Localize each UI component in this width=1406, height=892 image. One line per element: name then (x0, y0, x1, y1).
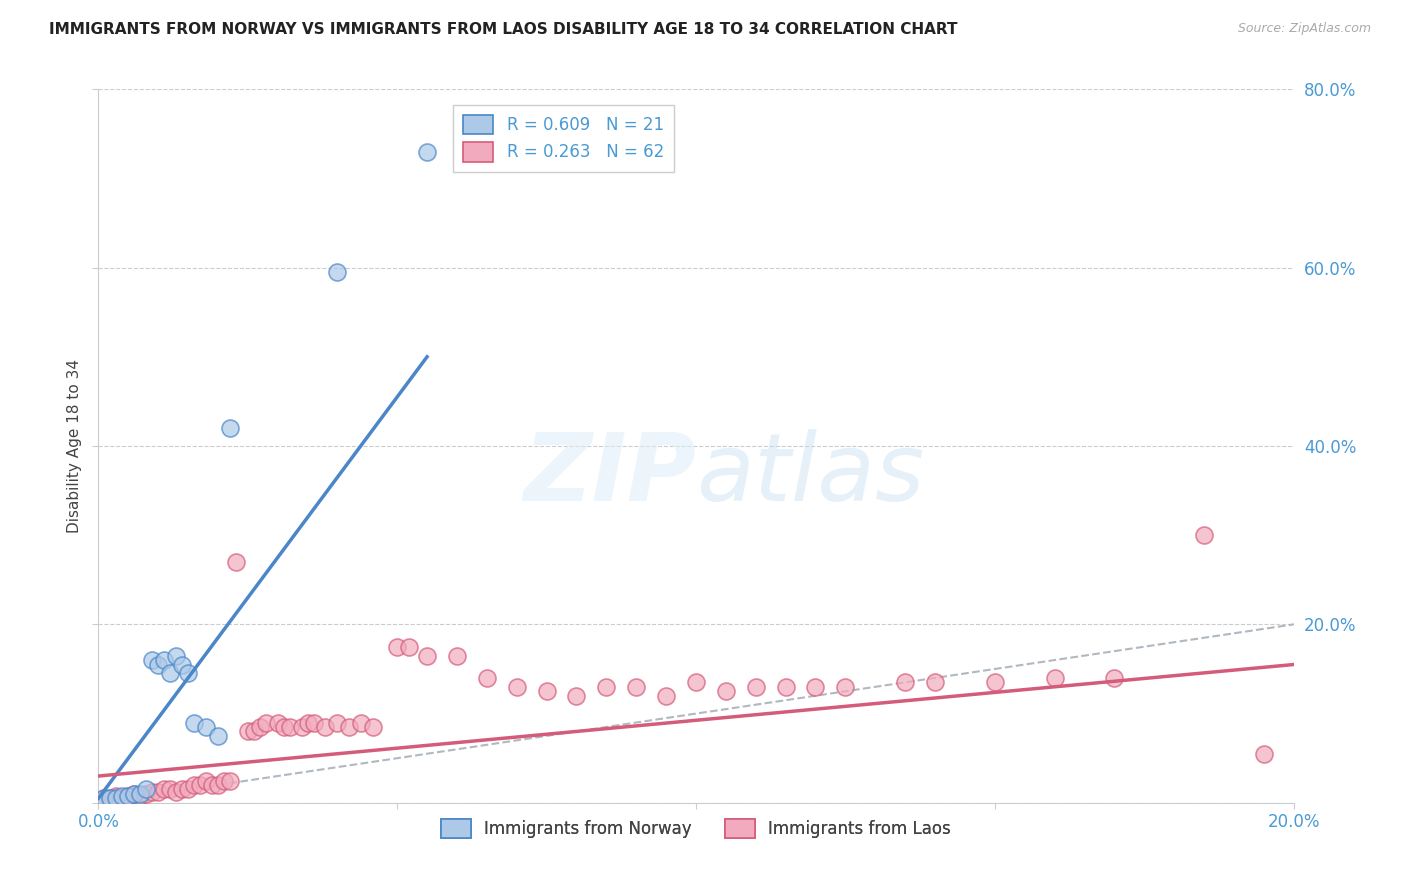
Point (98, 791, 122, 805)
Point (148, 657, 170, 672)
Point (278, 720, 301, 734)
Point (219, 773, 242, 788)
Point (207, 778, 229, 792)
Point (398, 640, 420, 654)
Point (350, 715, 373, 730)
Point (207, 729, 229, 743)
Point (506, 680, 529, 694)
Text: ZIP: ZIP (523, 428, 696, 521)
Point (172, 782, 194, 797)
Point (655, 689, 678, 703)
Point (111, 791, 134, 805)
Point (243, 724, 266, 739)
Point (536, 684, 558, 698)
Point (267, 715, 290, 730)
Point (177, 666, 200, 681)
Point (236, 724, 259, 739)
Point (165, 648, 187, 663)
Point (212, 773, 235, 788)
Point (714, 684, 737, 698)
Point (565, 689, 588, 703)
Point (117, 789, 139, 803)
Point (195, 773, 218, 788)
Point (1104, 671, 1126, 685)
Point (188, 778, 211, 792)
Text: IMMIGRANTS FROM NORWAY VS IMMIGRANTS FROM LAOS DISABILITY AGE 18 TO 34 CORRELATI: IMMIGRANTS FROM NORWAY VS IMMIGRANTS FRO… (49, 22, 957, 37)
Point (93, 791, 115, 805)
Point (416, 145, 439, 159)
Point (153, 782, 176, 797)
Point (302, 715, 325, 730)
Point (273, 720, 295, 734)
Point (475, 671, 498, 685)
Point (385, 640, 409, 654)
Point (177, 782, 200, 797)
Point (93, 791, 115, 805)
Point (172, 657, 194, 672)
Point (595, 680, 617, 694)
Point (225, 555, 247, 569)
Point (1043, 671, 1066, 685)
Point (924, 675, 946, 690)
Point (775, 680, 797, 694)
Point (834, 680, 856, 694)
Point (195, 720, 218, 734)
Point (124, 787, 146, 801)
Point (363, 720, 385, 734)
Point (111, 789, 134, 803)
Point (201, 778, 224, 792)
Point (984, 675, 1007, 690)
Point (105, 789, 128, 803)
Point (129, 787, 152, 801)
Point (297, 715, 319, 730)
Point (326, 715, 349, 730)
Point (148, 785, 170, 799)
Point (135, 782, 157, 797)
Point (326, 265, 349, 279)
Point (1253, 747, 1275, 761)
Point (98, 791, 122, 805)
Point (291, 720, 314, 734)
Point (339, 720, 361, 734)
Point (254, 715, 277, 730)
Point (745, 680, 768, 694)
Point (626, 680, 648, 694)
Legend: Immigrants from Norway, Immigrants from Laos: Immigrants from Norway, Immigrants from … (434, 812, 957, 845)
Point (685, 675, 707, 690)
Point (249, 720, 271, 734)
Point (141, 653, 163, 667)
Point (141, 785, 163, 799)
Point (804, 680, 827, 694)
Point (446, 648, 468, 663)
Point (315, 720, 337, 734)
Point (105, 791, 128, 805)
Point (183, 778, 205, 792)
Point (183, 715, 205, 730)
Point (129, 789, 152, 803)
Point (135, 787, 157, 801)
Point (124, 787, 146, 801)
Point (159, 782, 181, 797)
Point (1192, 528, 1215, 542)
Point (894, 675, 917, 690)
Point (117, 789, 139, 803)
Point (165, 785, 187, 799)
Point (219, 421, 242, 435)
Y-axis label: Disability Age 18 to 34: Disability Age 18 to 34 (66, 359, 82, 533)
Text: atlas: atlas (696, 429, 924, 520)
Point (153, 653, 176, 667)
Point (416, 648, 439, 663)
Point (159, 666, 181, 681)
Text: Source: ZipAtlas.com: Source: ZipAtlas.com (1237, 22, 1371, 36)
